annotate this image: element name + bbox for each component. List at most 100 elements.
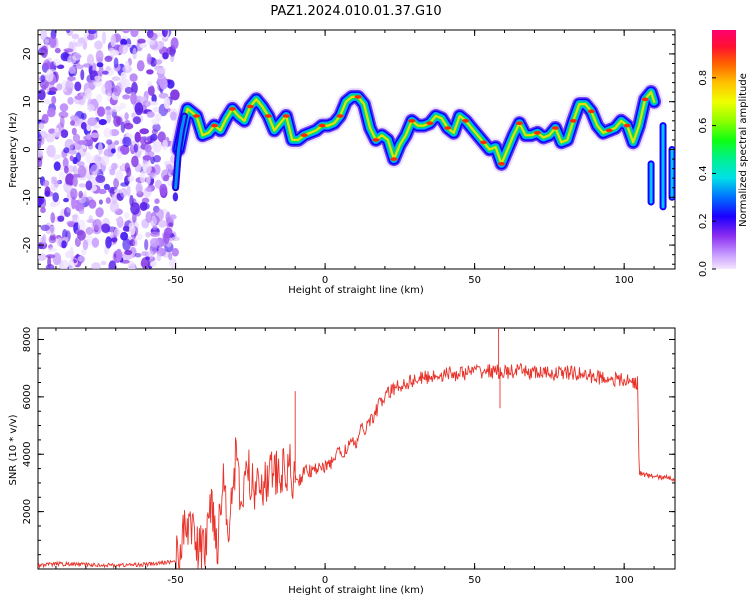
noise-blob	[153, 155, 161, 163]
ridge-peak	[605, 128, 613, 133]
noise-blob	[139, 170, 146, 183]
noise-blob	[147, 80, 153, 88]
noise-blob	[103, 183, 110, 190]
noise-blob	[113, 227, 120, 238]
ridge-onset-core	[174, 114, 186, 190]
noise-blob	[150, 57, 157, 67]
ridge-peak	[336, 114, 344, 118]
noise-blob	[103, 127, 113, 138]
noise-blob	[101, 223, 111, 233]
noise-blob	[122, 94, 131, 100]
noise-blob	[40, 30, 47, 41]
noise-blob	[109, 129, 120, 137]
noise-blob	[60, 259, 69, 269]
noise-blob	[144, 144, 152, 153]
noise-blob	[150, 261, 157, 267]
noise-blob	[98, 188, 107, 195]
ridge-peak	[516, 121, 523, 125]
noise-blob	[52, 252, 62, 266]
spectrogram-xlabel: Height of straight line (km)	[288, 285, 424, 296]
noise-blob	[86, 34, 95, 41]
spectrogram-x-tick-label: -50	[167, 275, 183, 286]
noise-blob	[89, 132, 100, 139]
noise-blob	[66, 220, 76, 226]
ridge-peak	[444, 126, 452, 130]
snr-frame	[37, 327, 676, 570]
noise-blob	[142, 155, 152, 161]
spectrogram-ylabel: Frequency (Hz)	[8, 112, 19, 188]
noise-blob	[49, 233, 56, 241]
noise-blob	[58, 111, 69, 119]
noise-blob	[170, 111, 178, 121]
noise-blob	[67, 55, 77, 64]
noise-blob	[111, 76, 121, 81]
noise-blob	[139, 128, 149, 135]
noise-blob	[65, 79, 74, 93]
spectrogram-ticks: -50 0 50 100 -20 -10 0 10 20	[22, 30, 675, 286]
noise-blob	[124, 86, 133, 94]
noise-blob	[102, 70, 109, 75]
noise-blob	[100, 155, 110, 166]
noise-blob	[122, 30, 130, 34]
colorbar-tick-label: 0.2	[698, 213, 709, 229]
ridge-peak	[533, 131, 541, 135]
noise-blob	[71, 196, 76, 210]
noise-blob	[124, 112, 129, 121]
noise-blob	[104, 55, 113, 63]
noise-blob	[95, 207, 104, 218]
noise-blob	[54, 154, 62, 159]
noise-blob	[157, 131, 166, 143]
noise-blob	[74, 81, 82, 92]
spectrogram-x-tick-label: 50	[468, 275, 481, 286]
noise-blob	[135, 182, 143, 195]
noise-blob	[111, 162, 118, 171]
noise-blob	[41, 84, 47, 91]
ridge-peak	[426, 121, 434, 125]
noise-blob	[86, 104, 95, 113]
noise-blob	[159, 78, 168, 90]
noise-blob	[85, 152, 92, 164]
noise-blob	[122, 136, 132, 147]
noise-blob	[139, 43, 148, 49]
ridge-peak	[282, 114, 290, 118]
noise-blob	[63, 197, 69, 203]
noise-blob	[131, 112, 136, 118]
noise-region	[38, 30, 180, 269]
noise-blob	[86, 133, 91, 141]
noise-blob	[38, 149, 44, 158]
noise-blob	[95, 175, 106, 183]
noise-blob	[45, 69, 54, 82]
noise-blob	[38, 122, 45, 130]
ridge-peak	[318, 123, 326, 128]
ridge-peak	[408, 119, 416, 123]
noise-blob	[134, 252, 142, 258]
noise-blob	[154, 59, 163, 65]
snr-ticks: -50 0 50 100 2000 4000 6000 8000	[22, 327, 675, 586]
noise-blob	[60, 129, 69, 139]
noise-blob	[114, 140, 119, 146]
noise-blob	[129, 73, 138, 82]
noise-blob	[130, 30, 139, 38]
noise-blob	[110, 34, 116, 48]
ridge-peak	[641, 97, 649, 102]
noise-blob	[62, 157, 69, 168]
noise-blob	[152, 225, 158, 231]
noise-blob	[165, 211, 171, 224]
noise-blob	[164, 227, 173, 236]
noise-blob	[146, 175, 151, 185]
noise-blob	[77, 140, 88, 145]
ridge-peak	[264, 114, 272, 118]
noise-blob	[161, 30, 168, 38]
noise-blob	[114, 188, 124, 194]
noise-blob	[152, 123, 161, 132]
noise-blob	[70, 188, 78, 200]
noise-blob	[113, 177, 119, 189]
noise-blob	[42, 234, 47, 246]
noise-blob	[154, 198, 160, 204]
spectrogram-y-tick-label: -10	[22, 189, 33, 205]
ridge-peak	[193, 114, 200, 118]
ridge-peak	[246, 104, 254, 109]
noise-blob	[38, 196, 45, 205]
snr-y-tick-label: 6000	[22, 384, 33, 409]
